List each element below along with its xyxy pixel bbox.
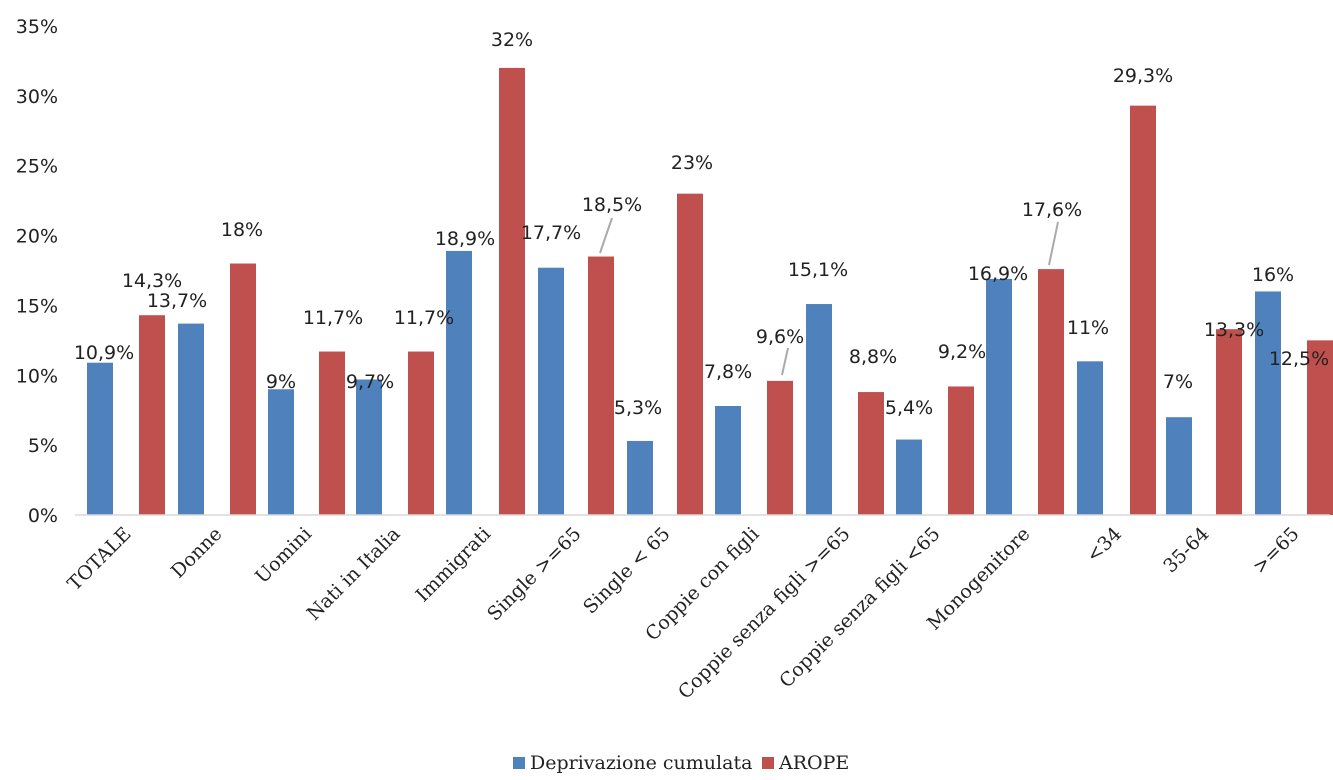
y-tick-label: 0% [28, 505, 58, 527]
data-label: 23% [671, 152, 713, 174]
bar-arope [230, 263, 256, 515]
y-tick-label: 10% [16, 365, 58, 387]
y-tick-label: 25% [16, 156, 58, 178]
bar-deprivazione [715, 406, 741, 515]
data-label: 11,7% [394, 307, 454, 329]
data-label: 11% [1067, 317, 1109, 339]
data-label: 13,3% [1204, 319, 1264, 341]
x-tick-label: >=65 [1248, 523, 1303, 578]
x-tick-label: Coppie senza figli >=65 [674, 523, 855, 704]
x-tick-label: Uomini [251, 523, 316, 588]
bar-arope [1038, 269, 1064, 515]
x-tick-label: Donne [167, 523, 227, 583]
x-tick-label: Single >=65 [483, 523, 585, 625]
legend-swatch-arope [762, 757, 774, 769]
x-tick-label: Single < 65 [579, 523, 674, 618]
bar-arope [1307, 340, 1333, 515]
data-label: 9,6% [756, 326, 804, 348]
x-tick-label: 35-64 [1159, 523, 1213, 577]
bar-arope [499, 67, 525, 516]
legend-label-deprivazione: Deprivazione cumulata [530, 752, 752, 774]
data-label: 15,1% [788, 259, 848, 281]
leader-line [1048, 221, 1059, 266]
data-label: 5,3% [614, 397, 662, 419]
bar-arope [1130, 105, 1156, 515]
bar-arope [588, 256, 614, 515]
bar-arope [1216, 329, 1242, 515]
bar-arope [408, 351, 434, 515]
bar-deprivazione [356, 379, 382, 515]
bar-deprivazione [87, 362, 113, 515]
legend-swatch-deprivazione [513, 757, 525, 769]
bar-arope [948, 386, 974, 515]
bar-deprivazione [806, 304, 832, 515]
data-label: 18% [221, 219, 263, 241]
data-label: 10,9% [74, 342, 134, 364]
data-label: 9,2% [938, 341, 986, 363]
bar-arope [139, 315, 165, 515]
bar-arope [677, 193, 703, 515]
data-label: 32% [491, 29, 533, 51]
data-label: 9% [266, 371, 296, 393]
leader-line [599, 217, 613, 254]
bar-deprivazione [986, 278, 1012, 515]
bar-arope [767, 380, 793, 515]
data-label: 16% [1252, 264, 1294, 286]
legend: Deprivazione cumulata AROPE [513, 752, 849, 774]
y-tick-label: 20% [16, 226, 58, 248]
data-label: 16,9% [968, 263, 1028, 285]
data-label: 11,7% [303, 307, 363, 329]
bar-deprivazione [627, 440, 653, 515]
bar-deprivazione [1255, 291, 1281, 515]
data-label: 8,8% [849, 346, 897, 368]
bar-deprivazione [446, 250, 472, 515]
bar-deprivazione [896, 439, 922, 515]
y-tick-label: 30% [16, 86, 58, 108]
data-label: 12,5% [1269, 348, 1329, 370]
data-label: 17,7% [521, 222, 581, 244]
data-label: 17,6% [1022, 199, 1082, 221]
data-label: 18,5% [582, 194, 642, 216]
bar-deprivazione [1077, 361, 1103, 515]
y-tick-label: 15% [16, 295, 58, 317]
y-tick-label: 35% [16, 16, 58, 38]
bar-arope [858, 392, 884, 515]
x-tick-label: Nati in Italia [303, 523, 405, 625]
legend-label-arope: AROPE [778, 752, 849, 774]
data-label: 14,3% [122, 270, 182, 292]
data-label: 9,7% [346, 371, 394, 393]
data-label: 7% [1163, 371, 1193, 393]
x-tick-label: TOTALE [63, 523, 135, 595]
leader-line [781, 347, 789, 376]
x-tick-label: Immigrati [412, 523, 495, 606]
data-label: 29,3% [1113, 65, 1173, 87]
data-label: 5,4% [885, 397, 933, 419]
bar-deprivazione [538, 267, 564, 515]
bar-deprivazione [1166, 417, 1192, 515]
x-tick-label: <34 [1082, 523, 1126, 567]
data-label: 7,8% [704, 361, 752, 383]
data-label: 13,7% [147, 290, 207, 312]
bar-deprivazione [178, 323, 204, 515]
x-tick-label: Coppie senza figli <65 [775, 523, 944, 692]
y-axis: 0% 5% 10% 15% 20% 25% 30% 35% [16, 16, 58, 527]
bar-arope [319, 351, 345, 515]
y-tick-label: 5% [28, 435, 58, 457]
bars [87, 67, 1333, 516]
data-label: 18,9% [435, 228, 495, 250]
data-labels: 10,9% 13,7% 9% 9,7% 18,9% 17,7% 5,3% 7,8% 15,1% 5… [74, 29, 1329, 419]
bar-deprivazione [268, 389, 294, 515]
